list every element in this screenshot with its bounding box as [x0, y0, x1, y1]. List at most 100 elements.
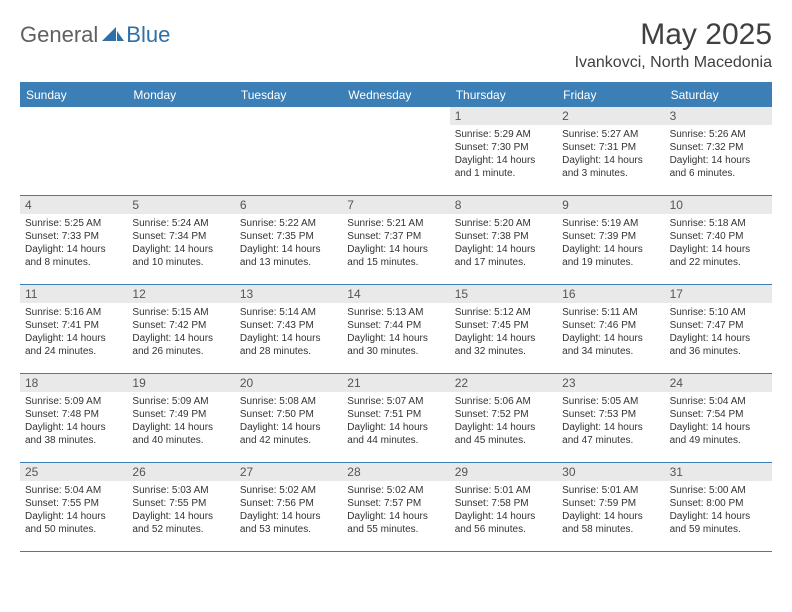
day-number: 8: [455, 198, 552, 212]
day-number-bar: 21: [342, 374, 449, 392]
day-number-bar: 30: [557, 463, 664, 481]
calendar-day-cell: 14Sunrise: 5:13 AMSunset: 7:44 PMDayligh…: [342, 285, 449, 373]
day-number-bar: 7: [342, 196, 449, 214]
day-number: 28: [347, 465, 444, 479]
day-number-bar: 24: [665, 374, 772, 392]
calendar-day-cell: 15Sunrise: 5:12 AMSunset: 7:45 PMDayligh…: [450, 285, 557, 373]
day-number-bar: 31: [665, 463, 772, 481]
day-number-bar: 28: [342, 463, 449, 481]
calendar-empty-cell: [235, 107, 342, 195]
sunrise-line: Sunrise: 5:09 AM: [25, 395, 122, 408]
sunset-line: Sunset: 7:45 PM: [455, 319, 552, 332]
daylight-line: Daylight: 14 hours and 26 minutes.: [132, 332, 229, 358]
sunset-line: Sunset: 7:31 PM: [562, 141, 659, 154]
day-number-bar: 26: [127, 463, 234, 481]
day-number-bar: 15: [450, 285, 557, 303]
sunset-line: Sunset: 7:53 PM: [562, 408, 659, 421]
day-number-bar: 6: [235, 196, 342, 214]
calendar-day-cell: 4Sunrise: 5:25 AMSunset: 7:33 PMDaylight…: [20, 196, 127, 284]
daylight-line: Daylight: 14 hours and 55 minutes.: [347, 510, 444, 536]
day-number: 16: [562, 287, 659, 301]
day-number: 11: [25, 287, 122, 301]
calendar-day-cell: 22Sunrise: 5:06 AMSunset: 7:52 PMDayligh…: [450, 374, 557, 462]
calendar-empty-cell: [20, 107, 127, 195]
calendar-day-cell: 16Sunrise: 5:11 AMSunset: 7:46 PMDayligh…: [557, 285, 664, 373]
day-number-bar: 12: [127, 285, 234, 303]
daylight-line: Daylight: 14 hours and 50 minutes.: [25, 510, 122, 536]
day-number: 4: [25, 198, 122, 212]
daylight-line: Daylight: 14 hours and 17 minutes.: [455, 243, 552, 269]
sunrise-line: Sunrise: 5:02 AM: [240, 484, 337, 497]
day-number-bar: 18: [20, 374, 127, 392]
sunrise-line: Sunrise: 5:10 AM: [670, 306, 767, 319]
weekday-header: Tuesday: [235, 84, 342, 107]
sunrise-line: Sunrise: 5:08 AM: [240, 395, 337, 408]
calendar-day-cell: 13Sunrise: 5:14 AMSunset: 7:43 PMDayligh…: [235, 285, 342, 373]
weekday-header: Friday: [557, 84, 664, 107]
calendar-day-cell: 10Sunrise: 5:18 AMSunset: 7:40 PMDayligh…: [665, 196, 772, 284]
day-number: 18: [25, 376, 122, 390]
sunset-line: Sunset: 7:55 PM: [25, 497, 122, 510]
calendar-day-cell: 1Sunrise: 5:29 AMSunset: 7:30 PMDaylight…: [450, 107, 557, 195]
daylight-line: Daylight: 14 hours and 34 minutes.: [562, 332, 659, 358]
weekday-header: Thursday: [450, 84, 557, 107]
daylight-line: Daylight: 14 hours and 38 minutes.: [25, 421, 122, 447]
day-number-bar: 22: [450, 374, 557, 392]
day-number-bar: 3: [665, 107, 772, 125]
sunrise-line: Sunrise: 5:18 AM: [670, 217, 767, 230]
sunset-line: Sunset: 7:32 PM: [670, 141, 767, 154]
sunrise-line: Sunrise: 5:19 AM: [562, 217, 659, 230]
calendar-body: 1Sunrise: 5:29 AMSunset: 7:30 PMDaylight…: [20, 107, 772, 552]
sunrise-line: Sunrise: 5:11 AM: [562, 306, 659, 319]
sunrise-line: Sunrise: 5:01 AM: [455, 484, 552, 497]
day-number: 21: [347, 376, 444, 390]
sunset-line: Sunset: 7:55 PM: [132, 497, 229, 510]
weekday-header-row: SundayMondayTuesdayWednesdayThursdayFrid…: [20, 84, 772, 107]
calendar-day-cell: 11Sunrise: 5:16 AMSunset: 7:41 PMDayligh…: [20, 285, 127, 373]
calendar-week-row: 25Sunrise: 5:04 AMSunset: 7:55 PMDayligh…: [20, 463, 772, 552]
title-block: May 2025 Ivankovci, North Macedonia: [575, 18, 772, 72]
sunrise-line: Sunrise: 5:27 AM: [562, 128, 659, 141]
daylight-line: Daylight: 14 hours and 3 minutes.: [562, 154, 659, 180]
sunset-line: Sunset: 7:39 PM: [562, 230, 659, 243]
day-number: 14: [347, 287, 444, 301]
daylight-line: Daylight: 14 hours and 40 minutes.: [132, 421, 229, 447]
sunrise-line: Sunrise: 5:21 AM: [347, 217, 444, 230]
sunset-line: Sunset: 7:41 PM: [25, 319, 122, 332]
calendar-day-cell: 25Sunrise: 5:04 AMSunset: 7:55 PMDayligh…: [20, 463, 127, 551]
daylight-line: Daylight: 14 hours and 36 minutes.: [670, 332, 767, 358]
daylight-line: Daylight: 14 hours and 15 minutes.: [347, 243, 444, 269]
calendar-day-cell: 27Sunrise: 5:02 AMSunset: 7:56 PMDayligh…: [235, 463, 342, 551]
daylight-line: Daylight: 14 hours and 52 minutes.: [132, 510, 229, 536]
sunset-line: Sunset: 7:54 PM: [670, 408, 767, 421]
daylight-line: Daylight: 14 hours and 30 minutes.: [347, 332, 444, 358]
day-number-bar: 29: [450, 463, 557, 481]
calendar-week-row: 18Sunrise: 5:09 AMSunset: 7:48 PMDayligh…: [20, 374, 772, 463]
sunrise-line: Sunrise: 5:00 AM: [670, 484, 767, 497]
day-number: 19: [132, 376, 229, 390]
sunrise-line: Sunrise: 5:26 AM: [670, 128, 767, 141]
sunset-line: Sunset: 7:44 PM: [347, 319, 444, 332]
day-number: 10: [670, 198, 767, 212]
calendar-day-cell: 26Sunrise: 5:03 AMSunset: 7:55 PMDayligh…: [127, 463, 234, 551]
weekday-header: Monday: [127, 84, 234, 107]
sunset-line: Sunset: 7:59 PM: [562, 497, 659, 510]
daylight-line: Daylight: 14 hours and 13 minutes.: [240, 243, 337, 269]
sunrise-line: Sunrise: 5:02 AM: [347, 484, 444, 497]
day-number: 27: [240, 465, 337, 479]
calendar-week-row: 11Sunrise: 5:16 AMSunset: 7:41 PMDayligh…: [20, 285, 772, 374]
daylight-line: Daylight: 14 hours and 58 minutes.: [562, 510, 659, 536]
sunrise-line: Sunrise: 5:04 AM: [25, 484, 122, 497]
calendar-day-cell: 28Sunrise: 5:02 AMSunset: 7:57 PMDayligh…: [342, 463, 449, 551]
logo: General Blue: [20, 18, 170, 48]
page-title: May 2025: [575, 18, 772, 52]
location-subtitle: Ivankovci, North Macedonia: [575, 54, 772, 72]
sunset-line: Sunset: 7:52 PM: [455, 408, 552, 421]
weekday-header: Saturday: [665, 84, 772, 107]
sunset-line: Sunset: 7:49 PM: [132, 408, 229, 421]
calendar-day-cell: 17Sunrise: 5:10 AMSunset: 7:47 PMDayligh…: [665, 285, 772, 373]
sunrise-line: Sunrise: 5:07 AM: [347, 395, 444, 408]
daylight-line: Daylight: 14 hours and 22 minutes.: [670, 243, 767, 269]
daylight-line: Daylight: 14 hours and 19 minutes.: [562, 243, 659, 269]
sunset-line: Sunset: 7:37 PM: [347, 230, 444, 243]
